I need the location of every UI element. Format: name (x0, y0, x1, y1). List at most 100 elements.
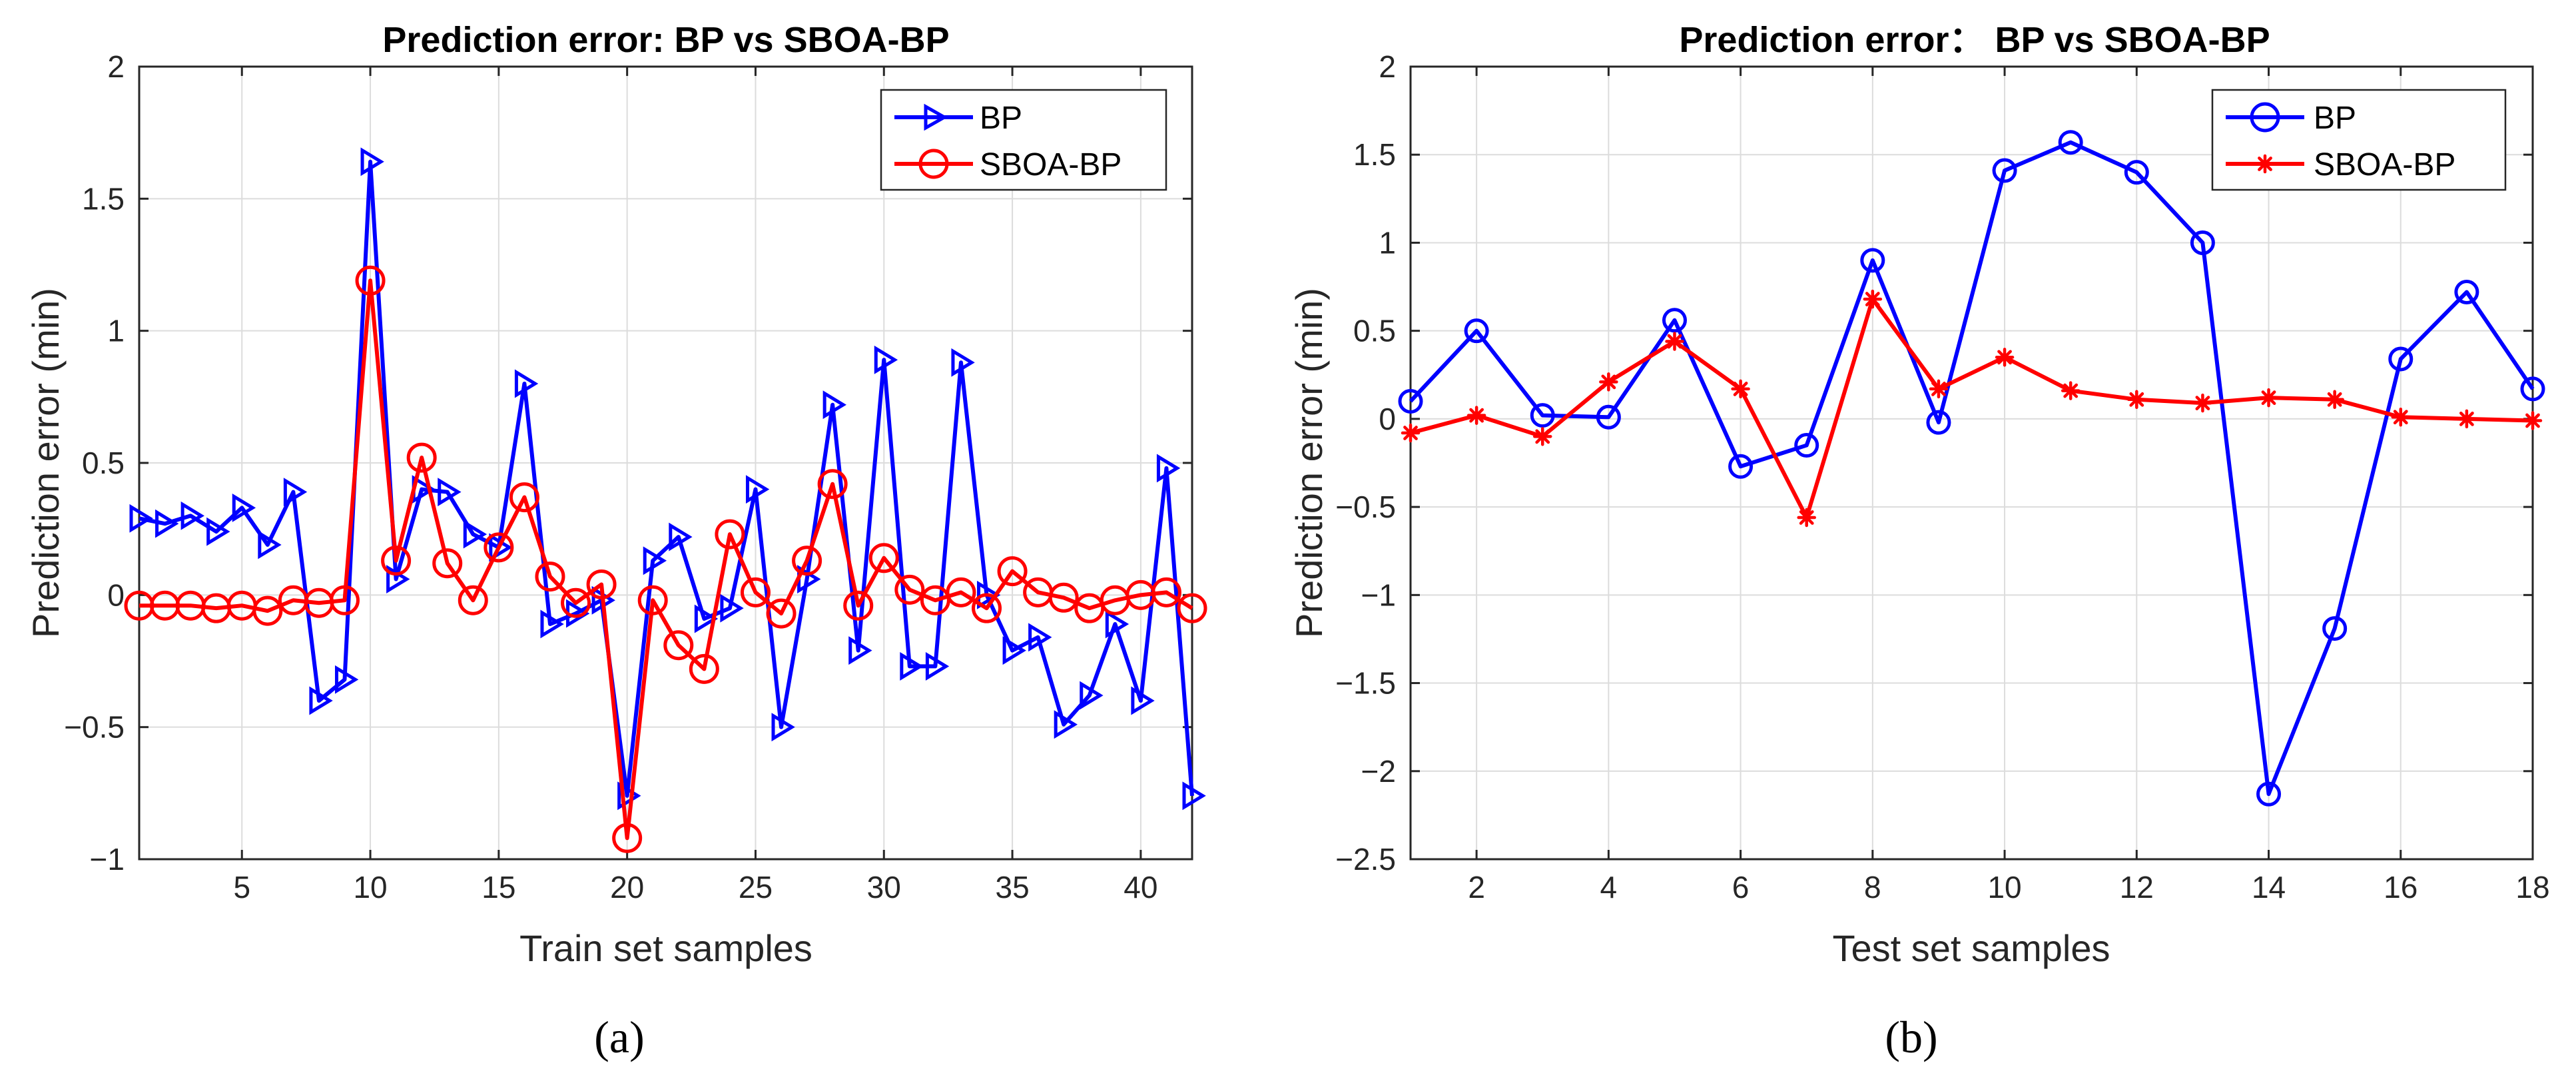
panel-a-bp-point (643, 546, 667, 575)
panel-b-sboa-bp-point (1401, 423, 1421, 443)
panel-a-sboa-bp-point (715, 519, 745, 549)
panel-b-title: Prediction error： BP vs SBOA-BP (1679, 20, 2270, 60)
panel-b-legend-sboa-label: SBOA-BP (2314, 147, 2455, 182)
panel-a-sboa-bp-point (637, 585, 668, 615)
panel-a-sboa-bp-point (817, 469, 848, 500)
panel-a-bp-point (514, 369, 539, 398)
panel-a-y-ticks: −1 −0.5 0 0.5 1 1.5 2 (64, 49, 1192, 877)
panel-b-y-tick-label: −1 (1361, 577, 1396, 612)
panel-b-legend: BP SBOA-BP (2211, 89, 2507, 191)
panel-a-bp-point (129, 504, 153, 533)
panel-a-y-axis-label: Prediction error (min) (25, 288, 67, 638)
panel-a-bp-point (232, 493, 256, 522)
panel-b-sboa-bp-point (1665, 332, 1684, 351)
panel-b-x-ticks: 2 4 6 8 10 12 14 16 18 (1468, 67, 2550, 905)
panel-a-bp-point (848, 636, 872, 665)
panel-a-bp-point (951, 348, 975, 377)
panel-b-x-tick-label: 18 (2515, 870, 2549, 905)
panel-a-sboa-bp-point (406, 442, 437, 473)
panel-a-sboa-bp-point (509, 482, 539, 513)
panel-a-bp-line (139, 159, 1194, 798)
panel-b-y-tick-label: 1.5 (1353, 137, 1396, 172)
panel-a-sboa-bp-point (483, 532, 514, 563)
panel-a-sboa-bp-point (894, 574, 925, 605)
panel-b-sboa-bp-point (1863, 289, 1883, 309)
panel-a-bp-point (334, 665, 359, 694)
panel-a-caption-label: (a) (594, 1012, 644, 1062)
panel-b-sboa-bp-point (2523, 411, 2543, 430)
panel-b-bp-point (2454, 279, 2479, 304)
panel-a-bp-point (771, 713, 795, 742)
panel-a-bp-point (1080, 681, 1104, 710)
panel-b-sboa-bp-point (2193, 393, 2212, 413)
panel-a-legend-sboa-label: SBOA-BP (980, 147, 1122, 182)
panel-a-sboa-bp-point (663, 630, 694, 661)
panel-b-chart: 2 4 6 8 10 12 14 16 18 −2.5 −2 −1.5 −1 −0.5 0 0.5 1 1.5 2… (1288, 20, 2550, 1062)
panel-b-sboa-bp-point (1466, 406, 1486, 425)
panel-a-bp-point (822, 390, 846, 420)
panel-a-x-axis-label: Train set samples (519, 927, 812, 969)
panel-a-bp-point (1054, 710, 1078, 739)
panel-b-legend-sboa-marker (2255, 154, 2275, 174)
panel-a-legend-bp-marker (924, 103, 948, 131)
panel-a-chart: 5 10 15 20 25 30 35 40 −1 −0.5 0 0.5 1 1.5 2 Predicti… (25, 20, 1207, 1062)
panel-b-series (1398, 130, 2545, 807)
panel-a-x-tick-label: 30 (867, 870, 901, 905)
panel-a-x-tick-label: 20 (610, 870, 644, 905)
panel-b-y-tick-label: 1 (1379, 225, 1396, 260)
panel-a-y-tick-label: 0 (107, 577, 125, 612)
panel-a-x-tick-label: 40 (1124, 870, 1157, 905)
panel-b-bp-point (1530, 403, 1555, 428)
panel-b-bp-point (1398, 388, 1423, 414)
panel-a-x-tick-label: 15 (482, 870, 515, 905)
panel-a-sboa-bp-point (792, 545, 822, 576)
panel-b-bp-point (1992, 158, 2017, 183)
panel-b-bp-point (2190, 230, 2215, 255)
panel-a-sboa-bp-point (1048, 582, 1079, 613)
panel-a-grid (139, 66, 1192, 860)
panel-a-y-tick-label: 0.5 (82, 446, 125, 480)
panel-b-bp-point (2520, 376, 2545, 402)
panel-a-bp-point (694, 604, 719, 633)
panel-a-bp-point (1002, 636, 1026, 665)
panel-a-x-tick-label: 25 (739, 870, 773, 905)
panel-b-plot-frame (1409, 65, 2534, 861)
panel-a-sboa-bp-point (252, 595, 283, 626)
panel-b-bp-point (2124, 160, 2149, 185)
panel-b-x-axis-label: Test set samples (1832, 927, 2110, 969)
panel-a-bp-point (977, 580, 1001, 609)
panel-b-x-tick-label: 16 (2384, 870, 2417, 905)
panel-b-x-tick-label: 12 (2120, 870, 2154, 905)
panel-a-y-tick-label: 1.5 (82, 181, 125, 216)
panel-a-bp-point (438, 478, 462, 507)
panel-a-bp-point (463, 520, 487, 549)
panel-a-y-tick-label: −1 (90, 842, 125, 877)
panel-a-legend-bp-label: BP (980, 101, 1022, 136)
panel-a-sboa-bp-point (766, 598, 797, 629)
panel-a-bp-point (309, 686, 333, 715)
panel-b-bp-point (2256, 781, 2282, 807)
panel-a-sboa-bp-point (612, 823, 643, 853)
panel-a-bp-point (925, 651, 950, 681)
panel-a-sboa-bp-point (458, 585, 488, 615)
panel-b-bp-point (2388, 346, 2414, 372)
panel-b-y-tick-label: 2 (1379, 49, 1396, 84)
panel-a-bp-point (874, 345, 898, 374)
panel-b-sboa-bp-point (1995, 348, 2015, 367)
panel-b-sboa-bp-point (1731, 379, 1750, 399)
panel-b-bp-point (1662, 308, 1687, 333)
panel-b-sboa-bp-point (2259, 388, 2278, 408)
panel-a-bp-point (155, 509, 179, 538)
panel-b-y-axis-label: Prediction error (min) (1288, 288, 1330, 638)
panel-b-sboa-bp-point (2127, 390, 2146, 410)
panel-b-bp-point (2322, 616, 2348, 641)
panel-a-sboa-bp-point (972, 593, 1002, 623)
panel-b-y-tick-label: −1.5 (1335, 666, 1396, 701)
panel-b-bp-point (1464, 318, 1489, 344)
panel-b-x-tick-label: 8 (1864, 870, 1881, 905)
panel-b-x-tick-label: 10 (1987, 870, 2021, 905)
panel-a-x-tick-label: 10 (353, 870, 387, 905)
panel-b-y-tick-label: −2 (1361, 754, 1396, 789)
panel-b-bp-point (1728, 454, 1754, 479)
